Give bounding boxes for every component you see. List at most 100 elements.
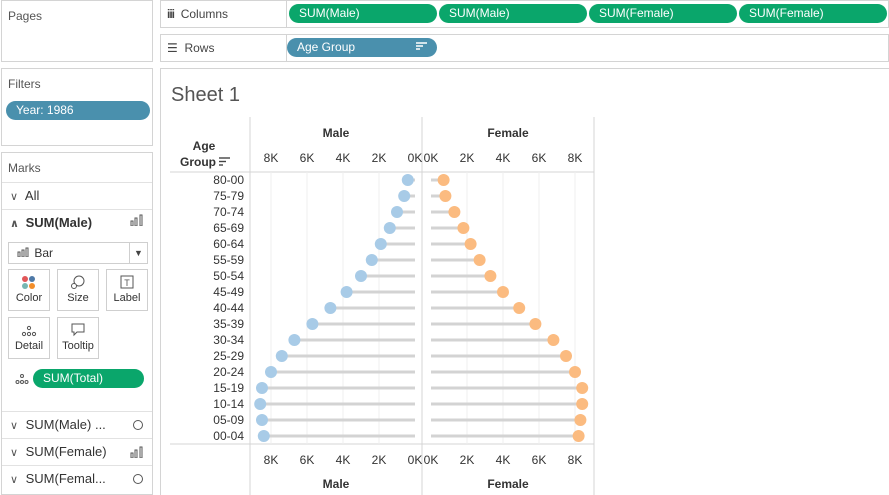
columns-label: Columns: [180, 7, 229, 21]
marks-card-label: SUM(Femal...: [25, 471, 106, 486]
female-point: [572, 430, 585, 442]
tick-label-male: 6K: [300, 151, 315, 165]
male-point: [254, 398, 267, 410]
tick-label-male: 0K: [408, 151, 423, 165]
female-point: [547, 334, 560, 346]
tick-label-female: 6K: [532, 151, 547, 165]
pane-footer-male: Male: [323, 477, 350, 491]
row-header-age: Age: [193, 139, 216, 153]
male-point: [355, 270, 367, 282]
rows-shelf: ☰ Rows Age Group: [160, 34, 889, 62]
shelf-divider: [286, 1, 287, 27]
female-point: [484, 270, 497, 282]
male-point: [398, 190, 411, 202]
category-label: 80-00: [213, 173, 244, 187]
category-label: 15-19: [213, 381, 244, 395]
male-point: [265, 366, 277, 378]
female-point: [473, 254, 486, 266]
tick-label-female: 8K: [568, 151, 583, 165]
marks-card-female[interactable]: ∨ SUM(Female): [2, 439, 152, 465]
pane-title-male: Male: [323, 126, 350, 140]
row-header-group: Group: [180, 155, 216, 169]
marks-title: Marks: [8, 161, 41, 175]
size-icon: [58, 270, 98, 292]
color-dots-icon: [9, 270, 49, 292]
tick-label-female-bottom: 8K: [568, 453, 583, 467]
male-point: [391, 206, 403, 218]
category-label: 20-24: [213, 365, 244, 379]
column-pill-female-1[interactable]: SUM(Female): [589, 4, 737, 23]
category-label: 40-44: [213, 301, 244, 315]
separator: [2, 182, 152, 183]
tick-label-male-bottom: 4K: [336, 453, 351, 467]
marks-card-female-2[interactable]: ∨ SUM(Femal...: [2, 466, 152, 492]
detail-dots-icon: [9, 318, 49, 340]
label-button[interactable]: T Label: [106, 269, 148, 311]
marks-card-male-2[interactable]: ∨ SUM(Male) ...: [2, 412, 152, 438]
tooltip-icon: [58, 318, 98, 340]
tick-label-female: 0K: [424, 151, 439, 165]
dropdown-arrow-icon[interactable]: ▼: [129, 243, 147, 263]
pane-title-female: Female: [487, 126, 529, 140]
row-pill-label: Age Group: [297, 40, 356, 54]
marks-active-row[interactable]: ∧ SUM(Male): [2, 210, 152, 236]
tick-label-male: 8K: [264, 151, 279, 165]
female-point: [497, 286, 509, 298]
label-label: Label: [113, 292, 141, 304]
size-button[interactable]: Size: [57, 269, 99, 311]
tooltip-label: Tooltip: [62, 340, 94, 352]
category-label: 65-69: [213, 221, 244, 235]
female-point: [574, 414, 587, 426]
columns-shelf: iii Columns SUM(Male) SUM(Male) SUM(Fema…: [160, 0, 889, 28]
category-label: 00-04: [213, 429, 244, 443]
tick-label-male-bottom: 0K: [408, 453, 423, 467]
chevron-down-icon: ∨: [10, 191, 19, 203]
detail-pill-total[interactable]: SUM(Total): [33, 369, 144, 388]
detail-pill-icon: [15, 372, 29, 390]
male-point: [256, 382, 268, 394]
female-point: [437, 174, 450, 186]
chevron-up-icon: ∧: [10, 218, 19, 230]
pages-card: Pages: [1, 0, 153, 62]
tick-label-female-bottom: 2K: [460, 453, 475, 467]
male-point: [365, 254, 378, 266]
category-label: 45-49: [213, 285, 244, 299]
tick-label-male-bottom: 8K: [264, 453, 279, 467]
rows-icon: ☰: [167, 41, 178, 55]
separator: [2, 438, 152, 439]
marks-all-row[interactable]: ∨ All: [2, 183, 152, 209]
rows-shelf-label: ☰ Rows: [167, 41, 214, 55]
chevron-down-icon: ∨: [10, 420, 19, 432]
female-point: [448, 206, 461, 218]
category-label: 35-39: [213, 317, 244, 331]
category-label: 75-79: [213, 189, 244, 203]
mark-type-value: Bar: [34, 246, 54, 260]
chevron-down-icon: ∨: [10, 474, 19, 486]
column-pill-male-2[interactable]: SUM(Male): [439, 4, 587, 23]
female-point: [576, 382, 589, 394]
detail-button[interactable]: Detail: [8, 317, 50, 359]
category-label: 10-14: [213, 397, 244, 411]
chevron-down-icon: ∨: [10, 447, 19, 459]
svg-text:T: T: [124, 278, 130, 288]
detail-label: Detail: [14, 340, 44, 352]
tooltip-button[interactable]: Tooltip: [57, 317, 99, 359]
column-pill-female-2[interactable]: SUM(Female): [739, 4, 887, 23]
pane-footer-female: Female: [487, 477, 529, 491]
row-pill-age-group[interactable]: Age Group: [287, 38, 437, 57]
category-label: 60-64: [213, 237, 244, 251]
male-point: [275, 350, 288, 362]
separator: [2, 209, 152, 210]
tick-label-female-bottom: 4K: [496, 453, 511, 467]
column-pill-male-1[interactable]: SUM(Male): [289, 4, 437, 23]
tick-label-male-bottom: 6K: [300, 453, 315, 467]
mark-type-select[interactable]: Bar ▼: [8, 242, 148, 264]
color-button[interactable]: Color: [8, 269, 50, 311]
filter-pill-year[interactable]: Year: 1986: [6, 101, 150, 120]
category-label: 55-59: [213, 253, 244, 267]
male-point: [340, 286, 353, 298]
sort-icon[interactable]: [416, 38, 427, 57]
shelf-divider: [286, 35, 287, 61]
female-point: [439, 190, 452, 202]
tick-label-male: 2K: [372, 151, 387, 165]
